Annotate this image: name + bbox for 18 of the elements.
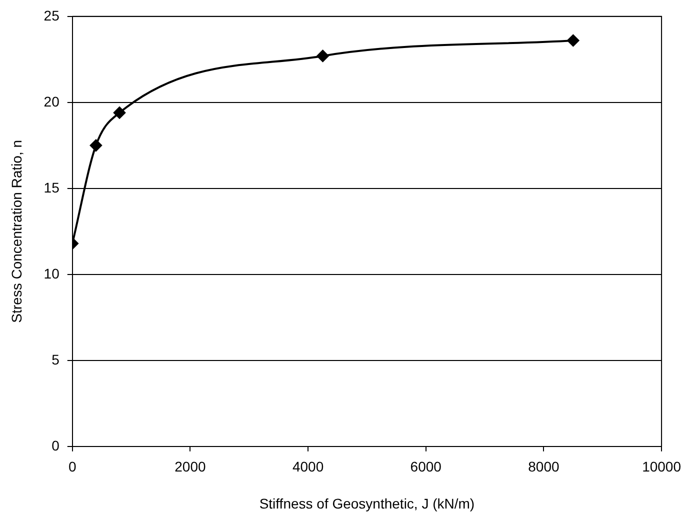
y-tick-label: 20: [44, 93, 60, 110]
x-tick-label: 2000: [174, 458, 206, 475]
x-tick-label: 10000: [642, 458, 682, 475]
y-tick-label: 10: [44, 265, 60, 282]
y-tick-label: 5: [52, 351, 60, 368]
x-axis-title: Stiffness of Geosynthetic, J (kN/m): [259, 495, 475, 512]
x-tick-label: 0: [68, 458, 76, 475]
point: [90, 139, 102, 152]
point: [567, 34, 580, 46]
x-tick-label: 6000: [410, 458, 442, 475]
point: [114, 106, 126, 119]
y-tick-label: 15: [44, 179, 60, 196]
y-axis-title: Stress Concentration Ratio, n: [8, 140, 24, 323]
x-tick-label: 4000: [292, 458, 324, 475]
y-tick-label: 0: [52, 437, 60, 454]
point: [316, 50, 329, 62]
x-tick-label: 8000: [528, 458, 560, 475]
y-tick-label: 25: [44, 7, 60, 24]
